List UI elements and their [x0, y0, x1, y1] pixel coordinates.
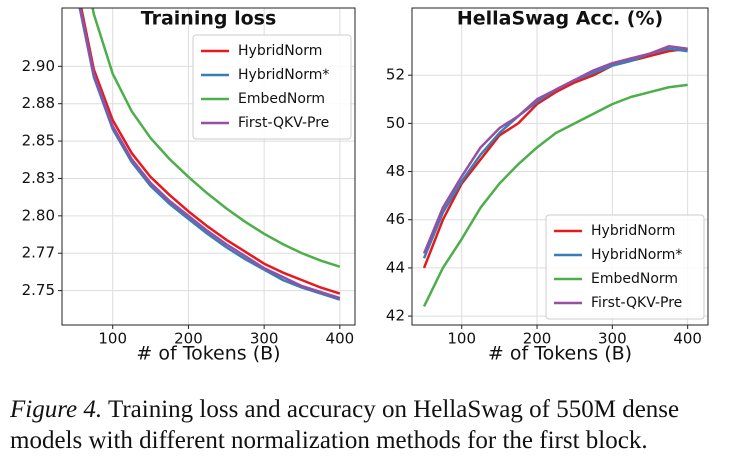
figure: 2.75 2.77 2.80 2.83 2.85 2.88 2.90 100 200 300 400… — [22, 7, 709, 365]
caption: Figure 4. Training loss and accuracy on … — [10, 394, 726, 456]
chart-title: Training loss — [141, 8, 277, 30]
chart-title: HellaSwag Acc. (%) — [457, 8, 663, 30]
legend-label: HybridNorm — [238, 43, 322, 59]
series-line — [422, 47, 688, 269]
x-tick-label: 300 — [598, 330, 627, 348]
series-line — [422, 45, 688, 254]
y-tick-label: 2.88 — [22, 94, 55, 112]
y-tick-label: 2.75 — [22, 281, 55, 299]
x-axis-label: # of Tokens (B) — [136, 343, 280, 365]
x-tick-label: 300 — [250, 330, 279, 348]
x-tick-label: 100 — [447, 330, 476, 348]
x-tick-label: 200 — [174, 330, 203, 348]
legend-label: First-QKV-Pre — [238, 115, 329, 131]
y-tick-label: 46 — [386, 210, 405, 228]
x-axis-label: # of Tokens (B) — [488, 343, 632, 365]
plot-frame — [61, 7, 356, 326]
y-tick-label: 2.77 — [22, 244, 55, 262]
y-tick-label: 2.85 — [22, 132, 55, 150]
series-line — [79, 8, 341, 300]
legend-label: HybridNorm* — [238, 67, 329, 83]
y-tick-label: 52 — [386, 66, 405, 84]
legend-label: EmbedNorm — [238, 91, 325, 107]
plot-lines — [78, 8, 341, 301]
y-tick-label: 2.90 — [22, 57, 55, 75]
legend-box — [192, 34, 352, 140]
series-line — [78, 8, 341, 301]
y-tick-label: 42 — [386, 307, 405, 325]
series-line — [80, 8, 341, 295]
x-tick-label: 400 — [673, 330, 702, 348]
caption-text: Training loss and accuracy on HellaSwag … — [10, 396, 680, 454]
caption-label: Figure 4. — [10, 396, 103, 423]
y-tick-label: 44 — [386, 258, 405, 276]
legend-label: HybridNorm — [591, 223, 675, 239]
series-line — [422, 83, 688, 308]
legend-box — [545, 214, 705, 320]
legend-label: HybridNorm* — [591, 247, 682, 263]
y-tick-label: 2.80 — [22, 206, 55, 224]
x-tick-label: 400 — [326, 330, 355, 348]
plot-frame — [411, 7, 709, 326]
plot-lines — [422, 45, 688, 308]
y-tick-label: 50 — [386, 114, 405, 132]
y-tick-label: 48 — [386, 162, 405, 180]
y-tick-label: 2.83 — [22, 169, 55, 187]
x-tick-label: 100 — [98, 330, 127, 348]
legend-label: First-QKV-Pre — [591, 295, 682, 311]
series-line — [91, 8, 341, 268]
x-tick-label: 200 — [523, 330, 552, 348]
legend-label: EmbedNorm — [591, 271, 678, 287]
